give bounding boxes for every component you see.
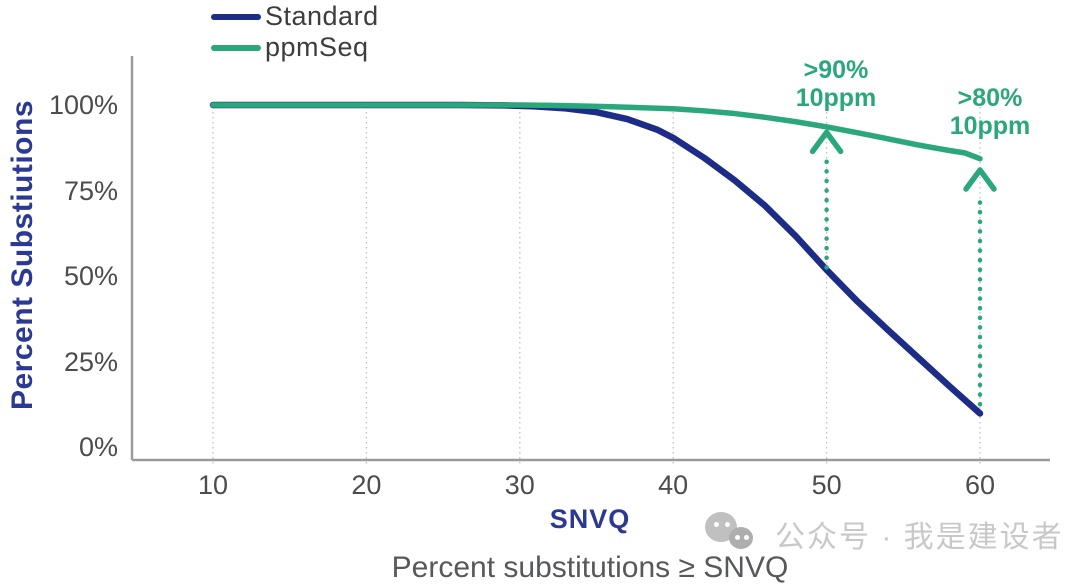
watermark-text: 公众号 · 我是建设者 xyxy=(775,521,1064,554)
series-line-ppmseq xyxy=(210,102,983,162)
legend: Standard ppmSeq xyxy=(211,1,379,63)
standard-line-swatch xyxy=(211,13,261,20)
figure-caption: Percent substitutions ≥ SNVQ xyxy=(391,551,789,584)
legend-item-standard: Standard xyxy=(211,1,379,32)
x-axis-title: SNVQ xyxy=(549,504,631,534)
annotation-line: 10ppm xyxy=(949,112,1031,140)
x-tick-label-10: 10 xyxy=(197,470,229,500)
y-axis-title: Percent Substiutions xyxy=(6,99,39,411)
watermark: 公众号 · 我是建设者 xyxy=(703,510,1064,558)
annotation-80pct-10ppm: >80% 10ppm xyxy=(930,84,1050,140)
ppmseq-line-swatch xyxy=(211,44,261,51)
legend-item-ppmseq: ppmSeq xyxy=(211,32,379,63)
y-tick-label-75: 75% xyxy=(63,175,118,206)
legend-label-ppmseq: ppmSeq xyxy=(265,32,369,62)
annotation-line: >90% xyxy=(803,56,869,84)
annotation-90pct-10ppm: >90% 10ppm xyxy=(776,56,896,112)
x-tick-label-30: 30 xyxy=(504,470,535,500)
annotation-line: 10ppm xyxy=(795,84,877,112)
y-tick-label-25: 25% xyxy=(63,346,118,377)
x-tick-label-40: 40 xyxy=(658,470,689,500)
x-tick-label-60: 60 xyxy=(964,470,996,500)
y-tick-label-100: 100% xyxy=(48,90,118,120)
annotation-line: >80% xyxy=(957,84,1023,112)
x-tick-label-50: 50 xyxy=(811,470,842,500)
annotation-arrow-head-0 xyxy=(809,129,844,155)
wechat-icon xyxy=(703,510,767,558)
legend-label-standard: Standard xyxy=(265,1,379,31)
y-tick-label-0: 0% xyxy=(78,432,118,462)
x-tick-label-20: 20 xyxy=(351,470,382,500)
annotation-arrow-head-1 xyxy=(963,167,997,192)
series-line-standard xyxy=(209,101,984,417)
y-tick-label-50: 50% xyxy=(63,261,118,291)
